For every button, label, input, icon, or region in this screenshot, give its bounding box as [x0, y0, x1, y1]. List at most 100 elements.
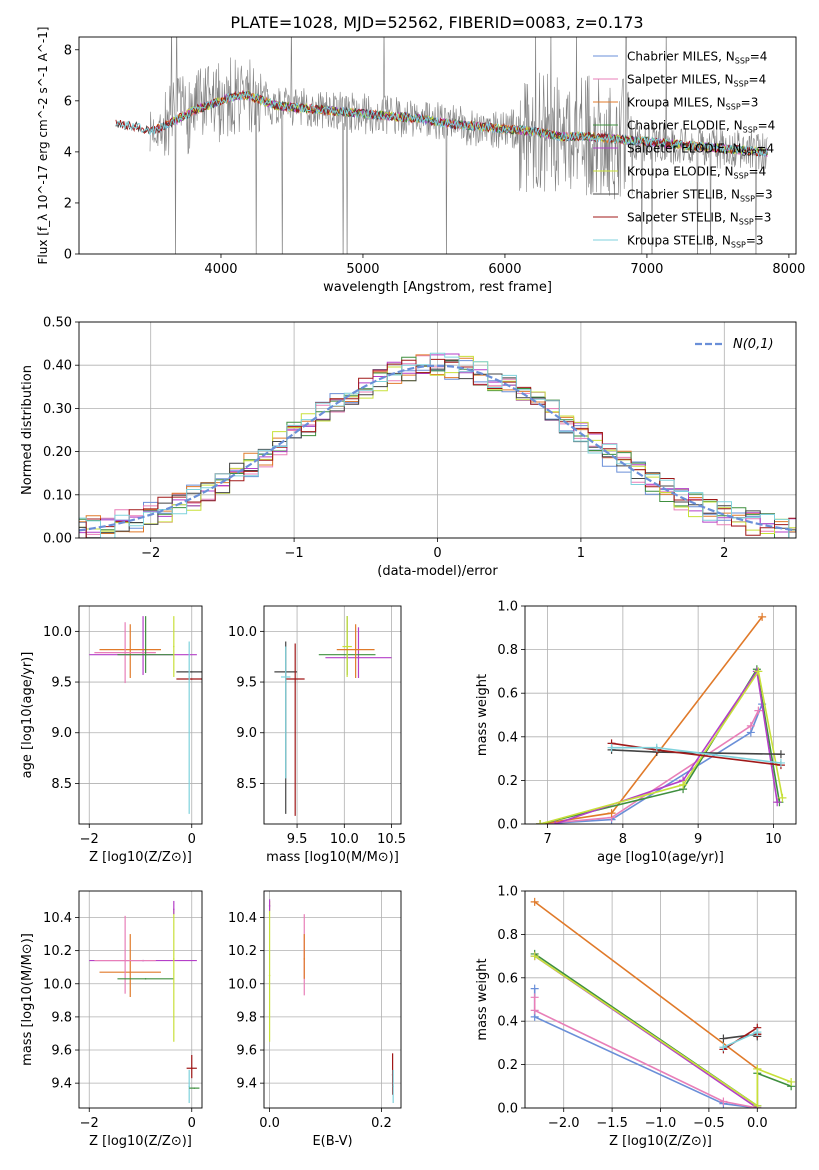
plot-area-mass_vs_Z [89, 900, 200, 1104]
data-point-kroupa_elodie [173, 958, 175, 960]
legend-label-value: =3 [755, 188, 773, 202]
axes-frame [263, 605, 402, 825]
chart-weight_vs_Z: −2.0 −1.5 −1.0 −0.5 0.0 0.0 0.2 0.4 0.6 0.8 1.0 Z [… [475, 885, 797, 1149]
y-tick-label: 0.30 [43, 402, 72, 417]
weight-marker-kroupa_elodie [754, 667, 763, 676]
plot-area-mass_vs_EBV [268, 899, 394, 1104]
legend-label-value: =4 [749, 73, 767, 87]
data-point-kroupa_miles [129, 971, 132, 973]
model-series-kroupa_stelib [115, 90, 768, 157]
data-point-kroupa_miles [303, 958, 306, 960]
y-tick-label: 10.0 [228, 625, 257, 640]
y-tick-label: 0.0 [497, 818, 518, 833]
y-tick-label: 0.4 [497, 730, 518, 745]
chart-mass_vs_Z: −2 0 9.4 9.6 9.8 10.0 10.2 10.4 Z [log10(Z/Z⊙)] m… [20, 890, 203, 1149]
y-tick-label: 0.00 [43, 532, 72, 547]
data-point-salpeter_miles [124, 651, 126, 654]
y-tick-label: 9.6 [51, 1044, 72, 1059]
x-axis-label: E(B-V) [312, 1134, 352, 1149]
data-point-kroupa_stelib [284, 676, 287, 678]
x-axis-label: wavelength [Angstrom, rest frame] [323, 280, 552, 295]
y-tick-label: 1.0 [497, 885, 518, 900]
x-tick-label: 10.5 [377, 832, 406, 847]
chart-spectrum: 4000 5000 6000 7000 8000 0 2 4 6 8 wavelength [Ang… [36, 27, 805, 295]
x-tick-label: 0.2 [371, 1116, 392, 1131]
data-series-spectrum [149, 37, 768, 254]
figure-title: PLATE=1028, MJD=52562, FIBERID=0083, z=0… [230, 13, 643, 32]
y-axis-label: mass weight [475, 674, 490, 756]
data-point-kroupa_stelib [188, 1085, 190, 1088]
weight-marker-salpeter_elodie [551, 820, 560, 824]
y-tick-label: 0.8 [497, 928, 518, 943]
weight-line-chabrier_miles [540, 703, 763, 824]
weight-marker-kroupa_elodie [536, 820, 545, 824]
weight-marker-kroupa_stelib [719, 1043, 728, 1052]
legend-label-sub: SSP [726, 103, 741, 112]
legend-label-text: Chabrier MILES, N [627, 50, 735, 64]
y-tick-label: 6 [64, 94, 72, 109]
x-axis-label: age [log10(age/yr)] [597, 850, 724, 865]
legend-label: Chabrier ELODIE, NSSP=4 [627, 119, 775, 135]
y-tick-label: 10.2 [43, 944, 72, 959]
plot-area-spectrum [115, 37, 769, 254]
x-axis-label: Z [log10(Z/Z⊙)] [89, 1134, 192, 1149]
y-tick-label: 0.2 [497, 1058, 518, 1073]
legend-label-sub: SSP [743, 126, 758, 135]
data-point-salpeter_stelib [294, 678, 296, 680]
x-axis-label: Z [log10(Z/Z⊙)] [609, 1134, 712, 1149]
weight-line-kroupa_elodie [534, 955, 792, 1108]
x-tick-label: 8000 [772, 262, 805, 277]
legend-label-value: =4 [758, 119, 776, 133]
weight-marker-kroupa_elodie [778, 793, 787, 802]
weight-marker-kroupa_stelib [753, 1028, 762, 1037]
plot-area-age_vs_Z [89, 616, 202, 814]
hist-series-kroupa_elodie [79, 355, 796, 534]
data-point-kroupa_miles [354, 648, 357, 651]
y-tick-label: 10.0 [43, 625, 72, 640]
legend-label: Chabrier STELIB, NSSP=3 [627, 188, 773, 204]
data-point-salpeter_elodie [357, 656, 360, 659]
weight-marker-salpeter_miles [530, 993, 539, 1002]
x-tick-label: 0 [188, 832, 196, 847]
plot-area-age_vs_mass [274, 616, 392, 816]
y-tick-label: 0.8 [497, 643, 518, 658]
x-tick-label: 5000 [346, 262, 379, 277]
y-tick-label: 0.2 [497, 774, 518, 789]
y-tick-label: 1.0 [497, 600, 518, 615]
x-tick-label: 2 [720, 546, 728, 561]
y-tick-label: 9.8 [236, 1010, 257, 1025]
data-point-kroupa_miles [129, 648, 132, 651]
weight-marker-kroupa_miles [530, 897, 539, 906]
y-tick-label: 0.10 [43, 488, 72, 503]
weight-marker-kroupa_elodie [787, 1077, 796, 1086]
legend-label-value: =4 [749, 165, 767, 179]
y-tick-label: 0.50 [43, 316, 72, 331]
legend-label-sub: SSP [734, 172, 749, 181]
x-tick-label: −1.0 [645, 1116, 677, 1131]
data-point-kroupa_stelib [392, 1085, 394, 1088]
x-axis-label: (data-model)/error [377, 564, 498, 579]
y-tick-label: 0.40 [43, 359, 72, 374]
axes-frame [78, 321, 797, 539]
legend-label-value: =3 [754, 211, 772, 225]
y-axis-label: mass weight [475, 958, 490, 1040]
y-tick-label: 0.20 [43, 445, 72, 460]
legend-label: Salpeter MILES, NSSP=4 [627, 73, 766, 89]
axes-frame [78, 890, 203, 1109]
legend-label-text: Kroupa MILES, N [627, 96, 726, 110]
x-tick-label: −0.5 [693, 1116, 725, 1131]
legend-label-gaussian: N(0,1) [733, 337, 774, 352]
weight-line-kroupa_stelib [723, 1031, 758, 1048]
y-tick-label: 10.0 [43, 977, 72, 992]
y-tick-label: 10.4 [43, 911, 72, 926]
x-tick-label: 10.0 [330, 832, 359, 847]
x-axis-label: Z [log10(Z/Z⊙)] [89, 850, 192, 865]
data-point-kroupa_elodie [268, 974, 271, 977]
legend-label: Kroupa MILES, NSSP=3 [627, 96, 758, 112]
x-tick-label: 4000 [204, 262, 237, 277]
x-tick-label: 7000 [630, 262, 663, 277]
x-tick-label: −1 [285, 546, 304, 561]
y-tick-label: 10.4 [228, 911, 257, 926]
plot-area-weight_vs_age [536, 612, 787, 824]
legend-label-sub: SSP [740, 195, 755, 204]
